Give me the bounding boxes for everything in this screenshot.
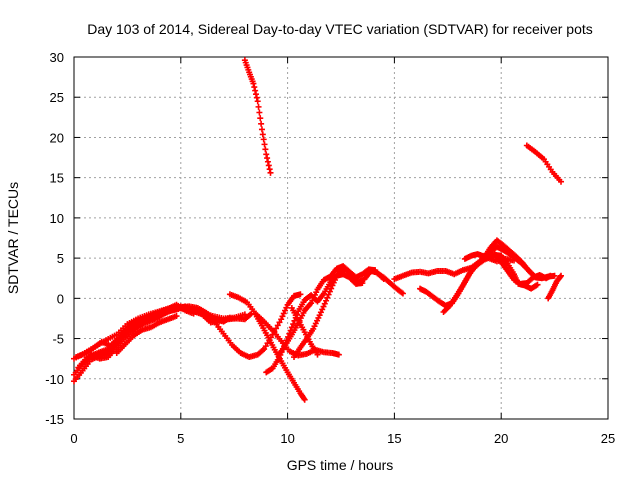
data-point [301,396,308,403]
data-point [271,328,278,335]
data-point [290,321,297,328]
y-tick-label: -10 [45,372,64,387]
data-point [254,98,261,105]
series-arc-19 [461,243,537,279]
data-point [264,158,271,165]
y-tick-label: -15 [45,412,64,427]
data-point [534,281,541,288]
data-point [260,136,267,143]
data-point [558,272,565,279]
data-point [253,94,260,101]
x-tick-label: 15 [387,431,401,446]
data-point [255,103,262,110]
data-point [324,294,331,301]
data-point [399,290,406,297]
data-point [263,151,270,158]
series-arc-20 [545,272,565,302]
data-point [258,120,265,127]
data-point [258,126,265,133]
data-point [252,87,259,94]
data-point [291,317,298,324]
x-tick-label: 0 [70,431,77,446]
data-point [274,322,281,329]
plot-area [73,56,609,420]
data-point [530,272,537,279]
data-point [265,162,272,169]
data-point [269,331,276,338]
x-tick-label: 10 [280,431,294,446]
data-point [250,80,257,87]
y-tick-label: 30 [50,50,64,65]
y-tick-label: 10 [50,211,64,226]
y-tick-label: 20 [50,130,64,145]
data-point [173,313,180,320]
series-arc-5 [73,304,199,361]
y-axis-label: SDTVAR / TECUs [5,182,21,294]
data-point [264,155,271,162]
data-point [558,178,565,185]
data-point [261,141,268,148]
series-arc-8 [203,291,304,361]
y-tick-label: 5 [57,251,64,266]
data-series [71,57,565,403]
axis-ticks: 0 5 10 15 20 25 -15 -10 -5 0 5 10 15 20 25 30 [45,50,615,446]
series-arc-2 [71,301,197,385]
series-arc-21 [241,57,274,176]
series-arc-6 [113,313,180,357]
data-point [262,146,269,153]
data-point [251,84,258,91]
data-point [325,291,332,298]
x-axis-label: GPS time / hours [287,457,394,473]
data-point [266,166,273,173]
data-point [323,297,330,304]
data-point [259,131,266,138]
grid [74,57,608,419]
data-point [328,285,335,292]
data-point [326,288,333,295]
data-point [335,351,342,358]
data-point [273,325,280,332]
data-point [547,272,554,279]
series-arc-13 [288,304,321,358]
chart-title: Day 103 of 2014, Sidereal Day-to-day VTE… [87,21,593,37]
data-point [252,91,259,98]
plot-frame [73,56,609,420]
data-point [192,309,199,316]
series-arc-9 [252,311,308,403]
data-point [297,291,304,298]
data-point [276,319,283,326]
series-arc-18 [491,251,554,287]
series-arc-14 [374,270,406,297]
y-tick-label: 25 [50,90,64,105]
data-point [267,169,274,176]
data-point [314,351,321,358]
y-tick-label: 15 [50,171,64,186]
data-point [257,115,264,122]
data-point [557,273,564,280]
y-tick-label: 0 [57,291,64,306]
series-arc-22 [523,142,565,185]
y-tick-label: -5 [52,332,64,347]
x-tick-label: 25 [601,431,615,446]
x-tick-label: 5 [177,431,184,446]
data-point [256,109,263,116]
x-tick-label: 20 [494,431,508,446]
